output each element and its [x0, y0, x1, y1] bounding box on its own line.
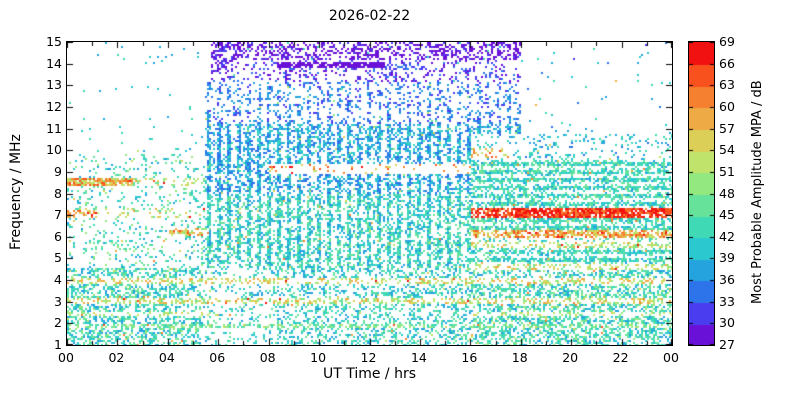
x-tick-label: 10 [310, 350, 327, 365]
colorbar-tick-label: 51 [719, 163, 735, 179]
colorbar-tick-label: 39 [719, 250, 735, 266]
x-tick-label: 02 [108, 350, 125, 365]
x-tick-label: 20 [562, 350, 579, 365]
y-tick-label: 5 [54, 250, 62, 266]
x-axis-label: UT Time / hrs [322, 366, 417, 382]
colorbar-tick-label: 48 [719, 185, 735, 201]
x-tick-label: 04 [158, 350, 175, 365]
x-tick-label: 08 [259, 350, 276, 365]
y-tick-label: 4 [54, 272, 62, 288]
colorbar-tick-label: 66 [719, 55, 735, 71]
x-tick-label: 12 [360, 350, 377, 365]
x-tick-label: 14 [410, 350, 427, 365]
plot-area [66, 41, 673, 346]
y-tick-label: 13 [46, 77, 62, 93]
x-tick-label: 00 [663, 350, 679, 365]
x-tick-label: 00 [58, 350, 74, 365]
chart-title: 2026-02-22 [328, 8, 411, 24]
colorbar-tick-label: 36 [719, 272, 735, 288]
colorbar-tick-label: 42 [719, 228, 735, 244]
y-tick-label: 14 [46, 55, 62, 71]
y-tick-label: 3 [54, 293, 62, 309]
y-tick-label: 2 [54, 315, 62, 331]
colorbar-tick-label: 63 [719, 77, 735, 93]
y-tick-label: 6 [54, 228, 62, 244]
colorbar-tick-label: 27 [719, 337, 735, 352]
y-tick-label: 9 [54, 163, 62, 179]
colorbar-label: Most Probable Amplitude MPA / dB [750, 80, 765, 305]
colorbar-canvas [689, 42, 714, 345]
x-tick-label: 22 [612, 350, 629, 365]
colorbar-tick-label: 57 [719, 120, 735, 136]
y-tick-label: 12 [46, 98, 62, 114]
x-tick-label: 18 [511, 350, 528, 365]
y-tick-label: 10 [46, 142, 62, 158]
x-tick-label: 16 [461, 350, 478, 365]
colorbar-tick-label: 54 [719, 142, 735, 158]
y-tick-label: 7 [54, 207, 62, 223]
colorbar [688, 41, 715, 346]
y-tick-label: 1 [54, 337, 62, 352]
y-tick-label: 11 [46, 120, 62, 136]
y-tick-label: 15 [46, 34, 62, 49]
y-tick-label: 8 [54, 185, 62, 201]
colorbar-tick-label: 69 [719, 34, 735, 49]
x-tick-label: 06 [209, 350, 226, 365]
colorbar-tick-label: 45 [719, 207, 735, 223]
colorbar-tick-label: 60 [719, 98, 735, 114]
colorbar-tick-label: 30 [719, 315, 735, 331]
colorbar-tick-label: 33 [719, 293, 735, 309]
y-axis-label: Frequency / MHz [8, 134, 24, 251]
spectrogram-canvas [67, 42, 672, 345]
